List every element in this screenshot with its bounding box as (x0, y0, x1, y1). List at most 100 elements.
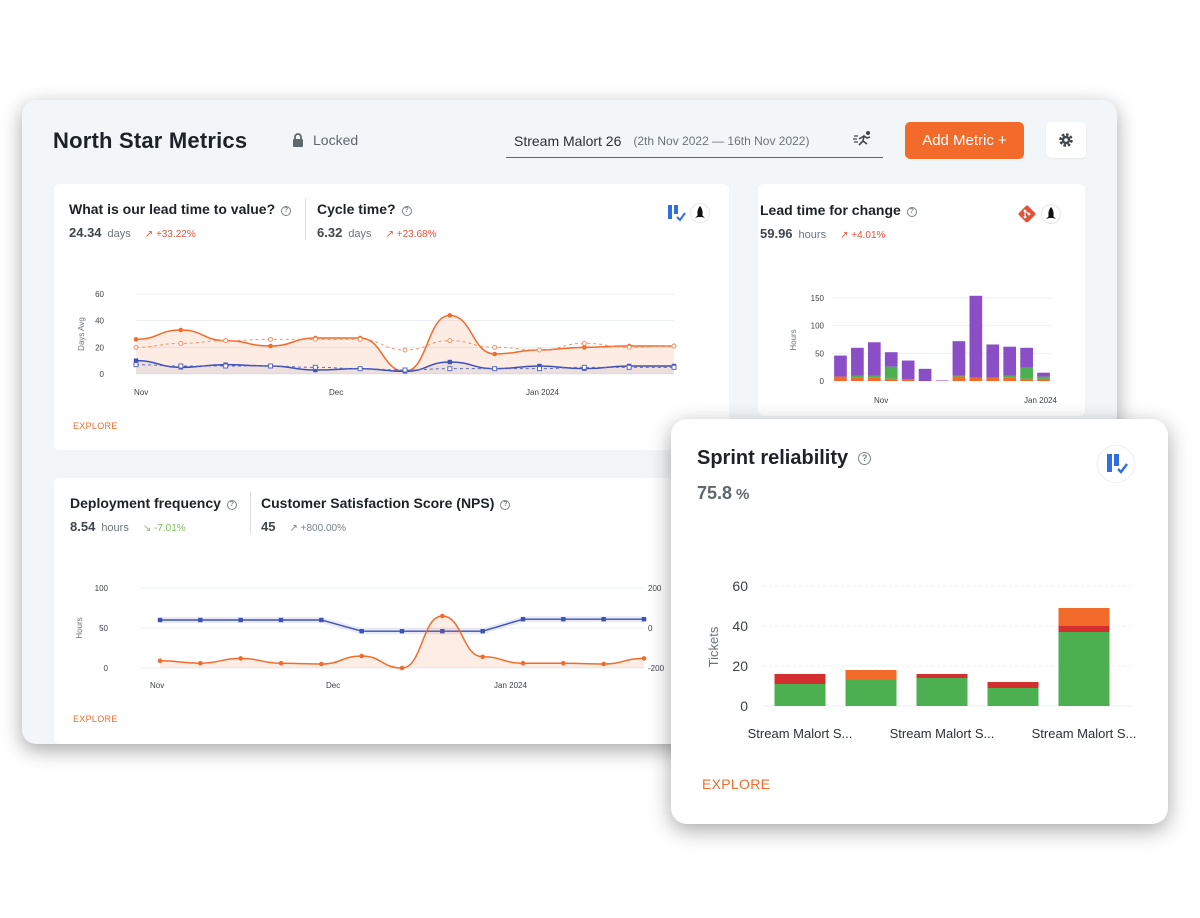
bar-segment (834, 376, 847, 381)
bar-segment (986, 377, 1000, 381)
y-tick-label: 100 (95, 584, 109, 593)
explore-link[interactable]: EXPLORE (73, 714, 118, 724)
nps-value: 45 (261, 519, 276, 534)
bar-segment (952, 376, 966, 381)
bar-segment (901, 360, 915, 380)
bar-segment (867, 342, 881, 376)
data-point (447, 359, 453, 365)
bar-segment (1020, 367, 1033, 379)
add-metric-button[interactable]: Add Metric + (905, 122, 1024, 159)
lead-time-title: What is our lead time to value? (69, 201, 276, 217)
bar-segment (774, 684, 826, 706)
deploy-freq-title: Deployment frequency (70, 495, 221, 511)
trend-up-icon: ↗ (840, 230, 852, 241)
bar-segment (1058, 632, 1110, 706)
help-icon[interactable]: ? (401, 206, 412, 216)
data-point (402, 367, 408, 373)
bar-segment (901, 379, 915, 381)
sprint-value-number: 75.8 (697, 483, 733, 503)
data-point (561, 617, 566, 622)
lead-time-unit: days (107, 228, 131, 240)
sprint-title: Sprint reliability? (697, 447, 872, 470)
deployment-chart: 0 50 100 Hours -200 0 200 Nov Dec Jan 2024 (75, 584, 665, 690)
data-point (480, 654, 485, 660)
deploy-freq-unit: hours (101, 522, 129, 534)
data-point (480, 629, 485, 634)
explore-link[interactable]: EXPLORE (73, 421, 118, 431)
data-point (133, 337, 139, 342)
lead-time-change-trend-value: +4.01% (851, 230, 886, 241)
help-icon[interactable]: ? (281, 206, 292, 216)
y-tick-label: 60 (95, 290, 104, 299)
x-tick-label: Dec (329, 388, 343, 397)
data-point (223, 363, 229, 369)
x-tick-label: Jan 2024 (526, 388, 559, 397)
data-point (582, 345, 587, 350)
bar-segment (867, 377, 881, 381)
stream-select[interactable]: Stream Malort 26 (2th Nov 2022 — 16th No… (506, 124, 883, 158)
runner-icon[interactable] (853, 130, 875, 148)
help-icon[interactable]: ? (858, 452, 872, 465)
trend-down-icon: ↘ (142, 523, 155, 534)
data-point (223, 338, 229, 344)
trend-up-icon: ↗ (144, 229, 156, 240)
data-point (601, 661, 606, 667)
data-point (157, 658, 163, 664)
data-point (447, 338, 453, 344)
x-tick-label: Nov (134, 388, 148, 397)
data-point (671, 364, 677, 370)
bar-segment (969, 377, 983, 381)
deploy-freq-trend: ↘ -7.01% (143, 523, 186, 534)
y-tick-label: 40 (732, 618, 748, 634)
trend-up-icon: ↗ (289, 523, 301, 534)
lead-time-change-metric: Lead time for change? 59.96 hours ↗ +4.0… (760, 202, 917, 241)
data-point (198, 660, 203, 666)
data-point (520, 617, 526, 622)
data-point (357, 336, 363, 342)
stream-date-range: (2th Nov 2022 — 16th Nov 2022) (633, 133, 810, 148)
explore-link[interactable]: EXPLORE (702, 776, 771, 792)
data-point (313, 367, 318, 373)
bar-segment (845, 680, 897, 706)
bar-segment (851, 347, 864, 376)
divider (305, 198, 306, 240)
bar-segment (952, 341, 966, 376)
nps-trend: ↗ +800.00% (289, 523, 346, 534)
data-point (359, 629, 364, 634)
y-axis-label: Hours (75, 617, 84, 638)
deploy-freq-value: 8.54 (70, 519, 96, 534)
bar-segment (1003, 375, 1017, 378)
page-title: North Star Metrics (53, 128, 248, 153)
bar-segment (851, 377, 864, 381)
series-area (136, 315, 674, 374)
integration-icons (666, 203, 710, 223)
lead-time-change-trend: ↗ +4.01% (840, 230, 885, 241)
bar-segment (1058, 608, 1110, 626)
bar-segment (986, 344, 1000, 378)
settings-button[interactable] (1046, 122, 1086, 158)
bar-segment (1020, 378, 1033, 381)
y-tick-label: 20 (732, 658, 748, 674)
lead-time-trend-value: +33.22% (155, 229, 196, 240)
bar-segment (1003, 377, 1017, 381)
data-point (402, 347, 408, 353)
divider (250, 492, 251, 534)
data-point (312, 336, 318, 342)
data-point (312, 364, 318, 370)
bar-segment (1037, 372, 1050, 377)
data-point (537, 366, 542, 372)
help-icon[interactable]: ? (906, 207, 917, 217)
data-point (447, 366, 453, 372)
bar-segment (916, 674, 968, 678)
data-point (492, 366, 498, 372)
data-point (133, 344, 139, 350)
data-point (238, 656, 243, 661)
lead-time-trend: ↗ +33.22% (145, 229, 196, 240)
x-tick-label: Stream Malort S... (890, 726, 995, 741)
data-point (178, 327, 184, 333)
data-point (447, 313, 453, 318)
cycle-time-trend: ↗ +23.68% (386, 229, 437, 240)
bar-segment (987, 682, 1039, 688)
help-icon[interactable]: ? (226, 500, 237, 510)
help-icon[interactable]: ? (500, 500, 511, 510)
